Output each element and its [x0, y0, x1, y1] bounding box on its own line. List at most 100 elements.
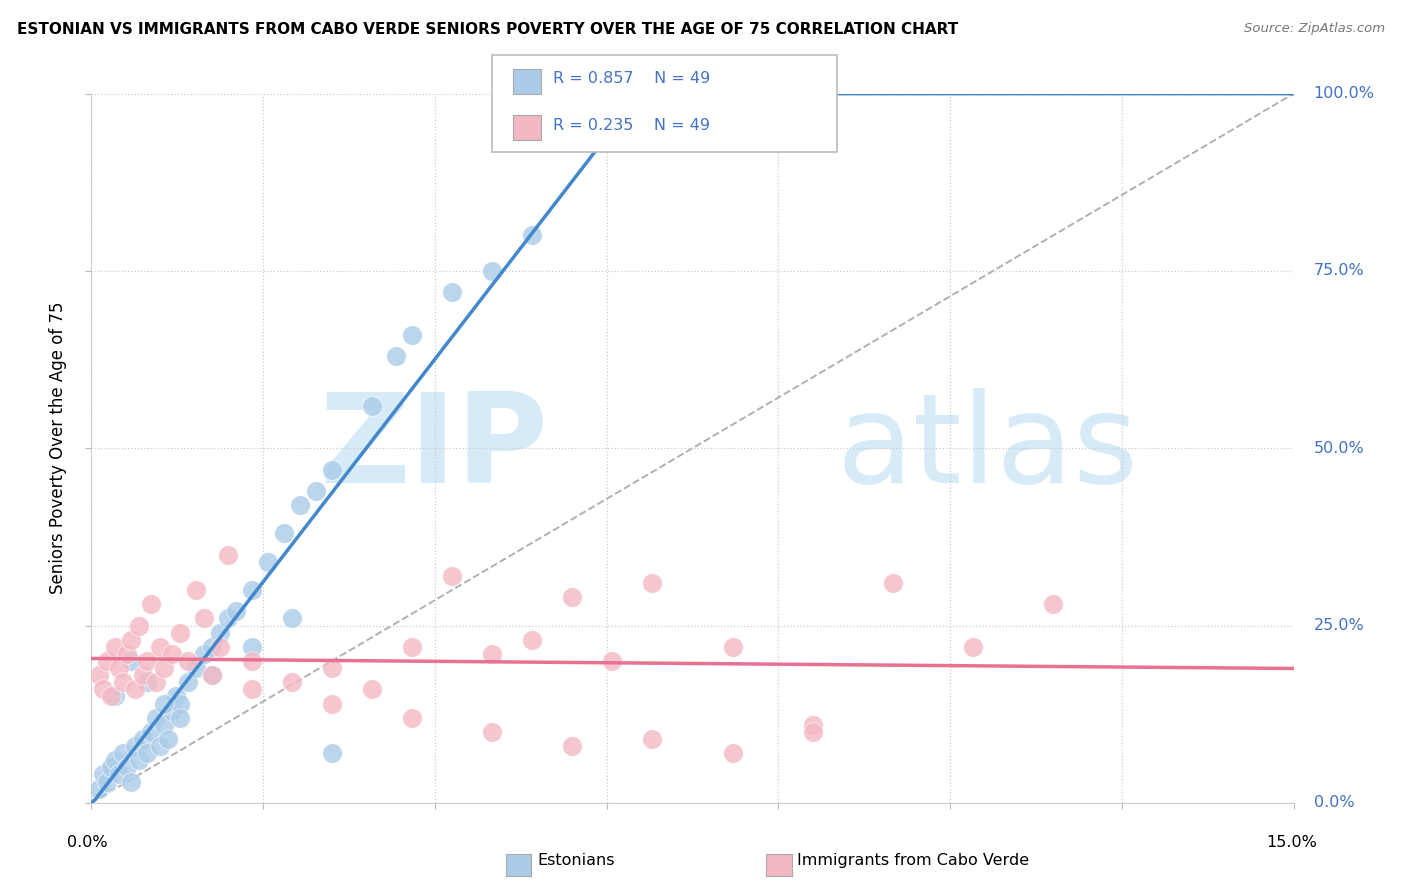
- Point: [93, 767, 115, 781]
- Point: [441, 285, 464, 300]
- Point: [100, 690, 122, 704]
- Point: [165, 690, 187, 704]
- Point: [281, 611, 304, 625]
- Point: [169, 711, 191, 725]
- Point: [93, 682, 115, 697]
- Point: [360, 399, 382, 413]
- Text: ZIP: ZIP: [319, 388, 548, 508]
- Text: 15.0%: 15.0%: [1267, 835, 1317, 850]
- Point: [561, 739, 583, 753]
- Point: [193, 611, 215, 625]
- Point: [1042, 597, 1064, 611]
- Point: [96, 654, 118, 668]
- Text: Source: ZipAtlas.com: Source: ZipAtlas.com: [1244, 22, 1385, 36]
- Point: [240, 583, 263, 598]
- Point: [321, 661, 343, 675]
- Point: [96, 774, 118, 789]
- Point: [152, 718, 174, 732]
- Text: Estonians: Estonians: [537, 854, 614, 868]
- Point: [288, 498, 311, 512]
- Point: [801, 724, 824, 739]
- Point: [136, 654, 159, 668]
- Point: [801, 718, 824, 732]
- Text: atlas: atlas: [837, 388, 1139, 508]
- Point: [481, 264, 503, 278]
- Point: [160, 647, 183, 661]
- Point: [520, 228, 543, 243]
- Point: [882, 576, 904, 591]
- Point: [128, 618, 150, 632]
- Point: [176, 654, 198, 668]
- Point: [100, 760, 122, 774]
- Point: [184, 583, 207, 598]
- Point: [217, 548, 239, 562]
- Point: [201, 668, 224, 682]
- Point: [225, 604, 247, 618]
- Text: 0.0%: 0.0%: [67, 835, 108, 850]
- Point: [401, 711, 423, 725]
- Point: [184, 661, 207, 675]
- Point: [321, 746, 343, 760]
- Point: [208, 625, 231, 640]
- Point: [520, 632, 543, 647]
- Point: [128, 753, 150, 767]
- Point: [132, 668, 155, 682]
- Point: [89, 668, 111, 682]
- Point: [124, 682, 146, 697]
- Point: [962, 640, 984, 654]
- Point: [240, 654, 263, 668]
- Point: [104, 753, 127, 767]
- Point: [176, 675, 198, 690]
- Point: [148, 739, 170, 753]
- Point: [193, 647, 215, 661]
- Point: [240, 640, 263, 654]
- Point: [201, 640, 224, 654]
- Point: [169, 697, 191, 711]
- Point: [441, 569, 464, 583]
- Text: Immigrants from Cabo Verde: Immigrants from Cabo Verde: [797, 854, 1029, 868]
- Point: [385, 349, 408, 363]
- Point: [481, 647, 503, 661]
- Text: 50.0%: 50.0%: [1313, 441, 1364, 456]
- Point: [256, 555, 278, 569]
- Point: [117, 760, 139, 774]
- Text: 0.0%: 0.0%: [1313, 796, 1354, 810]
- Point: [721, 746, 744, 760]
- Text: ESTONIAN VS IMMIGRANTS FROM CABO VERDE SENIORS POVERTY OVER THE AGE OF 75 CORREL: ESTONIAN VS IMMIGRANTS FROM CABO VERDE S…: [17, 22, 957, 37]
- Point: [160, 704, 183, 718]
- Point: [156, 731, 179, 746]
- Point: [401, 327, 423, 342]
- Point: [273, 526, 295, 541]
- Point: [145, 675, 167, 690]
- Point: [321, 462, 343, 476]
- Point: [108, 661, 131, 675]
- Point: [132, 731, 155, 746]
- Point: [124, 739, 146, 753]
- Point: [121, 632, 143, 647]
- Point: [112, 675, 135, 690]
- Point: [121, 774, 143, 789]
- Point: [136, 675, 159, 690]
- Point: [152, 697, 174, 711]
- Point: [104, 640, 127, 654]
- Point: [169, 625, 191, 640]
- Y-axis label: Seniors Poverty Over the Age of 75: Seniors Poverty Over the Age of 75: [49, 302, 67, 594]
- Point: [201, 668, 224, 682]
- Point: [136, 746, 159, 760]
- Point: [104, 690, 127, 704]
- Point: [217, 611, 239, 625]
- Point: [112, 746, 135, 760]
- Point: [641, 576, 664, 591]
- Point: [360, 682, 382, 697]
- Point: [561, 590, 583, 604]
- Point: [321, 697, 343, 711]
- Point: [305, 483, 328, 498]
- Point: [148, 640, 170, 654]
- Point: [121, 654, 143, 668]
- Point: [208, 640, 231, 654]
- Point: [240, 682, 263, 697]
- Point: [152, 661, 174, 675]
- Point: [108, 767, 131, 781]
- Point: [641, 731, 664, 746]
- Text: 100.0%: 100.0%: [1313, 87, 1375, 101]
